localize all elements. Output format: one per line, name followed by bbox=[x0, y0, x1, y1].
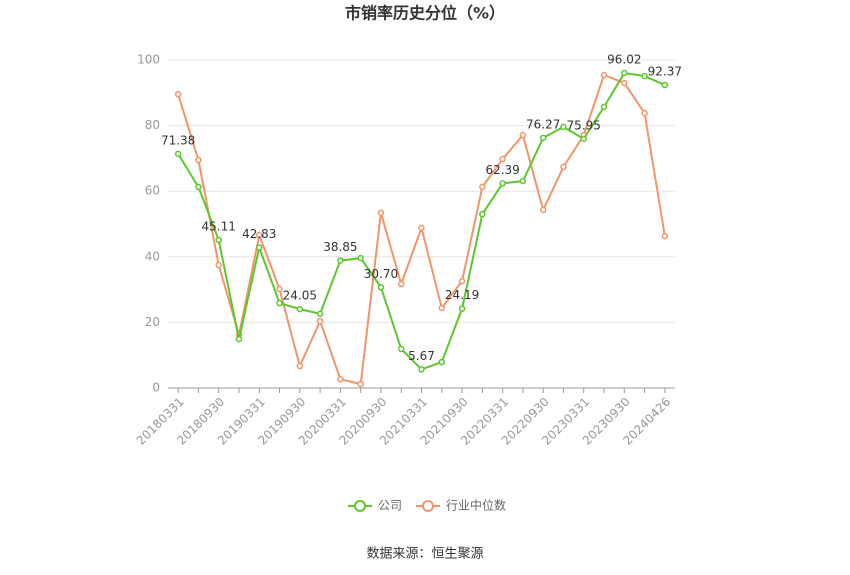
value-label: 38.85 bbox=[323, 240, 357, 254]
data-point bbox=[174, 150, 182, 158]
data-point bbox=[641, 109, 648, 117]
data-point bbox=[397, 280, 405, 288]
value-label: 24.05 bbox=[283, 289, 317, 303]
data-point bbox=[357, 380, 364, 388]
data-point bbox=[661, 81, 669, 89]
y-tick-label: 40 bbox=[145, 249, 160, 263]
data-point bbox=[418, 224, 425, 232]
data-point bbox=[316, 310, 324, 318]
data-point bbox=[296, 362, 304, 370]
data-point bbox=[621, 79, 628, 87]
data-point bbox=[539, 134, 547, 142]
value-label: 92.37 bbox=[648, 65, 682, 79]
data-point bbox=[337, 257, 344, 264]
data-point bbox=[458, 277, 466, 285]
data-point bbox=[519, 131, 527, 139]
y-tick-label: 0 bbox=[152, 381, 160, 395]
data-point bbox=[377, 284, 385, 291]
data-point bbox=[195, 156, 202, 164]
data-point bbox=[458, 305, 466, 312]
data-point bbox=[397, 345, 405, 353]
data-point bbox=[539, 206, 547, 214]
value-label: 5.67 bbox=[408, 349, 435, 363]
value-label: 30.70 bbox=[364, 267, 398, 281]
data-point bbox=[316, 317, 324, 325]
data-point bbox=[600, 71, 608, 79]
y-tick-label: 100 bbox=[137, 53, 160, 67]
value-label: 62.39 bbox=[485, 163, 519, 177]
data-point bbox=[479, 210, 486, 218]
data-point bbox=[276, 285, 283, 293]
source-note: 数据来源：恒生聚源 bbox=[366, 547, 483, 562]
data-point bbox=[276, 299, 283, 307]
data-point bbox=[357, 254, 364, 262]
data-point bbox=[215, 236, 222, 244]
value-label: 45.11 bbox=[202, 220, 236, 234]
data-point bbox=[499, 155, 506, 163]
data-point bbox=[641, 72, 648, 80]
legend-label: 行业中位数 bbox=[446, 498, 506, 513]
data-point bbox=[256, 231, 263, 239]
legend-marker bbox=[422, 500, 434, 512]
data-point bbox=[296, 305, 304, 313]
legend-marker bbox=[354, 500, 366, 512]
data-point bbox=[661, 232, 669, 240]
value-label: 75.95 bbox=[567, 118, 601, 132]
data-point bbox=[174, 90, 182, 98]
value-label: 76.27 bbox=[526, 117, 560, 131]
data-point bbox=[580, 135, 587, 143]
data-point bbox=[519, 177, 527, 185]
data-point bbox=[377, 209, 385, 217]
y-tick-label: 60 bbox=[145, 184, 160, 198]
y-tick-label: 20 bbox=[145, 315, 160, 329]
data-point bbox=[621, 69, 628, 77]
value-label: 96.02 bbox=[607, 53, 641, 67]
data-point bbox=[499, 180, 506, 187]
legend-label: 公司 bbox=[378, 499, 402, 513]
value-label: 24.19 bbox=[445, 288, 479, 302]
data-point bbox=[600, 103, 608, 111]
value-label: 42.83 bbox=[242, 227, 276, 241]
data-point bbox=[560, 123, 567, 131]
data-point bbox=[560, 163, 567, 171]
chart-title: 市销率历史分位（%） bbox=[345, 4, 505, 23]
data-point bbox=[235, 335, 243, 343]
value-label: 71.38 bbox=[161, 133, 195, 147]
data-point bbox=[438, 304, 446, 312]
data-point bbox=[195, 183, 202, 191]
data-point bbox=[337, 375, 344, 383]
y-tick-label: 80 bbox=[145, 118, 160, 132]
data-point bbox=[479, 183, 486, 191]
data-point bbox=[256, 244, 263, 251]
data-point bbox=[418, 366, 425, 373]
data-point bbox=[215, 261, 222, 269]
data-point bbox=[438, 358, 446, 366]
